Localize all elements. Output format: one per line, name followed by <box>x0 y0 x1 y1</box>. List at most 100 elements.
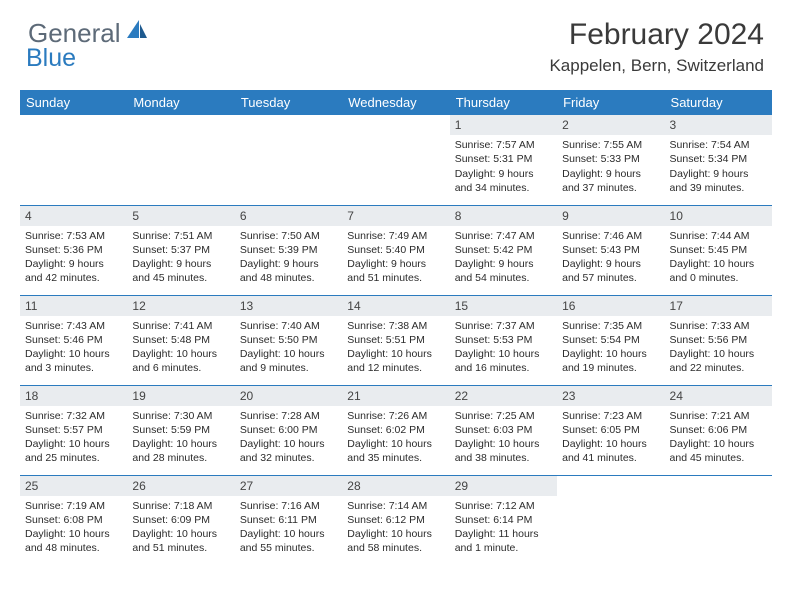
day-number: 15 <box>450 296 557 316</box>
daylight-line: Daylight: 10 hours and 16 minutes. <box>455 347 552 375</box>
daylight-line: Daylight: 9 hours and 45 minutes. <box>132 257 229 285</box>
sunset-line: Sunset: 5:54 PM <box>562 333 659 347</box>
day-number: 24 <box>665 386 772 406</box>
day-number: 28 <box>342 476 449 496</box>
day-number: 13 <box>235 296 342 316</box>
day-number: 20 <box>235 386 342 406</box>
sunset-line: Sunset: 6:12 PM <box>347 513 444 527</box>
sunrise-line: Sunrise: 7:16 AM <box>240 499 337 513</box>
calendar-row: 11Sunrise: 7:43 AMSunset: 5:46 PMDayligh… <box>20 295 772 385</box>
sunrise-line: Sunrise: 7:21 AM <box>670 409 767 423</box>
sunrise-line: Sunrise: 7:51 AM <box>132 229 229 243</box>
sunrise-line: Sunrise: 7:50 AM <box>240 229 337 243</box>
sunrise-line: Sunrise: 7:54 AM <box>670 138 767 152</box>
day-body: Sunrise: 7:32 AMSunset: 5:57 PMDaylight:… <box>20 406 127 468</box>
day-number: 26 <box>127 476 234 496</box>
day-body: Sunrise: 7:50 AMSunset: 5:39 PMDaylight:… <box>235 226 342 288</box>
sunset-line: Sunset: 6:02 PM <box>347 423 444 437</box>
daylight-line: Daylight: 9 hours and 51 minutes. <box>347 257 444 285</box>
calendar-row: 25Sunrise: 7:19 AMSunset: 6:08 PMDayligh… <box>20 475 772 565</box>
calendar-cell: 26Sunrise: 7:18 AMSunset: 6:09 PMDayligh… <box>127 475 234 565</box>
daylight-line: Daylight: 10 hours and 3 minutes. <box>25 347 122 375</box>
daylight-line: Daylight: 10 hours and 41 minutes. <box>562 437 659 465</box>
calendar-cell: 25Sunrise: 7:19 AMSunset: 6:08 PMDayligh… <box>20 475 127 565</box>
calendar-cell: 19Sunrise: 7:30 AMSunset: 5:59 PMDayligh… <box>127 385 234 475</box>
calendar-cell: 28Sunrise: 7:14 AMSunset: 6:12 PMDayligh… <box>342 475 449 565</box>
daylight-line: Daylight: 9 hours and 54 minutes. <box>455 257 552 285</box>
sunrise-line: Sunrise: 7:41 AM <box>132 319 229 333</box>
day-body: Sunrise: 7:47 AMSunset: 5:42 PMDaylight:… <box>450 226 557 288</box>
daylight-line: Daylight: 10 hours and 45 minutes. <box>670 437 767 465</box>
sunrise-line: Sunrise: 7:33 AM <box>670 319 767 333</box>
sunrise-line: Sunrise: 7:57 AM <box>455 138 552 152</box>
day-number: 18 <box>20 386 127 406</box>
day-number: 23 <box>557 386 664 406</box>
day-body: Sunrise: 7:21 AMSunset: 6:06 PMDaylight:… <box>665 406 772 468</box>
day-body: Sunrise: 7:53 AMSunset: 5:36 PMDaylight:… <box>20 226 127 288</box>
sunrise-line: Sunrise: 7:47 AM <box>455 229 552 243</box>
day-body: Sunrise: 7:35 AMSunset: 5:54 PMDaylight:… <box>557 316 664 378</box>
sunrise-line: Sunrise: 7:44 AM <box>670 229 767 243</box>
sunset-line: Sunset: 5:56 PM <box>670 333 767 347</box>
weekday-header: Monday <box>127 90 234 115</box>
sunset-line: Sunset: 6:03 PM <box>455 423 552 437</box>
daylight-line: Daylight: 10 hours and 55 minutes. <box>240 527 337 555</box>
sunset-line: Sunset: 6:11 PM <box>240 513 337 527</box>
weekday-header-row: SundayMondayTuesdayWednesdayThursdayFrid… <box>20 90 772 115</box>
sunrise-line: Sunrise: 7:30 AM <box>132 409 229 423</box>
calendar-cell: 6Sunrise: 7:50 AMSunset: 5:39 PMDaylight… <box>235 205 342 295</box>
day-body: Sunrise: 7:18 AMSunset: 6:09 PMDaylight:… <box>127 496 234 558</box>
month-title: February 2024 <box>549 18 764 52</box>
sunset-line: Sunset: 5:53 PM <box>455 333 552 347</box>
calendar-cell-empty <box>127 115 234 205</box>
header: General February 2024 Kappelen, Bern, Sw… <box>0 0 792 82</box>
calendar-cell: 7Sunrise: 7:49 AMSunset: 5:40 PMDaylight… <box>342 205 449 295</box>
daylight-line: Daylight: 10 hours and 32 minutes. <box>240 437 337 465</box>
sunset-line: Sunset: 6:08 PM <box>25 513 122 527</box>
calendar-cell: 24Sunrise: 7:21 AMSunset: 6:06 PMDayligh… <box>665 385 772 475</box>
day-body: Sunrise: 7:51 AMSunset: 5:37 PMDaylight:… <box>127 226 234 288</box>
day-number: 4 <box>20 206 127 226</box>
daylight-line: Daylight: 10 hours and 51 minutes. <box>132 527 229 555</box>
calendar-cell: 1Sunrise: 7:57 AMSunset: 5:31 PMDaylight… <box>450 115 557 205</box>
calendar-cell: 29Sunrise: 7:12 AMSunset: 6:14 PMDayligh… <box>450 475 557 565</box>
calendar-cell: 10Sunrise: 7:44 AMSunset: 5:45 PMDayligh… <box>665 205 772 295</box>
sunset-line: Sunset: 5:45 PM <box>670 243 767 257</box>
day-number: 5 <box>127 206 234 226</box>
calendar-row: 18Sunrise: 7:32 AMSunset: 5:57 PMDayligh… <box>20 385 772 475</box>
calendar-cell: 27Sunrise: 7:16 AMSunset: 6:11 PMDayligh… <box>235 475 342 565</box>
calendar-cell: 16Sunrise: 7:35 AMSunset: 5:54 PMDayligh… <box>557 295 664 385</box>
day-body: Sunrise: 7:25 AMSunset: 6:03 PMDaylight:… <box>450 406 557 468</box>
day-body: Sunrise: 7:16 AMSunset: 6:11 PMDaylight:… <box>235 496 342 558</box>
sunset-line: Sunset: 5:36 PM <box>25 243 122 257</box>
sunset-line: Sunset: 5:57 PM <box>25 423 122 437</box>
calendar-cell: 18Sunrise: 7:32 AMSunset: 5:57 PMDayligh… <box>20 385 127 475</box>
sunrise-line: Sunrise: 7:38 AM <box>347 319 444 333</box>
day-number: 21 <box>342 386 449 406</box>
calendar-cell: 21Sunrise: 7:26 AMSunset: 6:02 PMDayligh… <box>342 385 449 475</box>
sunrise-line: Sunrise: 7:40 AM <box>240 319 337 333</box>
day-number: 10 <box>665 206 772 226</box>
weekday-header: Sunday <box>20 90 127 115</box>
sunrise-line: Sunrise: 7:19 AM <box>25 499 122 513</box>
sunset-line: Sunset: 5:59 PM <box>132 423 229 437</box>
sunset-line: Sunset: 5:39 PM <box>240 243 337 257</box>
day-body: Sunrise: 7:49 AMSunset: 5:40 PMDaylight:… <box>342 226 449 288</box>
daylight-line: Daylight: 10 hours and 48 minutes. <box>25 527 122 555</box>
day-body: Sunrise: 7:41 AMSunset: 5:48 PMDaylight:… <box>127 316 234 378</box>
daylight-line: Daylight: 9 hours and 37 minutes. <box>562 167 659 195</box>
calendar-cell: 3Sunrise: 7:54 AMSunset: 5:34 PMDaylight… <box>665 115 772 205</box>
day-body: Sunrise: 7:30 AMSunset: 5:59 PMDaylight:… <box>127 406 234 468</box>
sunrise-line: Sunrise: 7:35 AM <box>562 319 659 333</box>
day-number: 22 <box>450 386 557 406</box>
daylight-line: Daylight: 10 hours and 28 minutes. <box>132 437 229 465</box>
sunrise-line: Sunrise: 7:18 AM <box>132 499 229 513</box>
day-body: Sunrise: 7:43 AMSunset: 5:46 PMDaylight:… <box>20 316 127 378</box>
day-number: 19 <box>127 386 234 406</box>
calendar-cell: 15Sunrise: 7:37 AMSunset: 5:53 PMDayligh… <box>450 295 557 385</box>
logo-text-blue: Blue <box>26 44 76 72</box>
calendar-cell: 5Sunrise: 7:51 AMSunset: 5:37 PMDaylight… <box>127 205 234 295</box>
calendar-table: SundayMondayTuesdayWednesdayThursdayFrid… <box>20 90 772 565</box>
daylight-line: Daylight: 9 hours and 48 minutes. <box>240 257 337 285</box>
sunset-line: Sunset: 5:48 PM <box>132 333 229 347</box>
